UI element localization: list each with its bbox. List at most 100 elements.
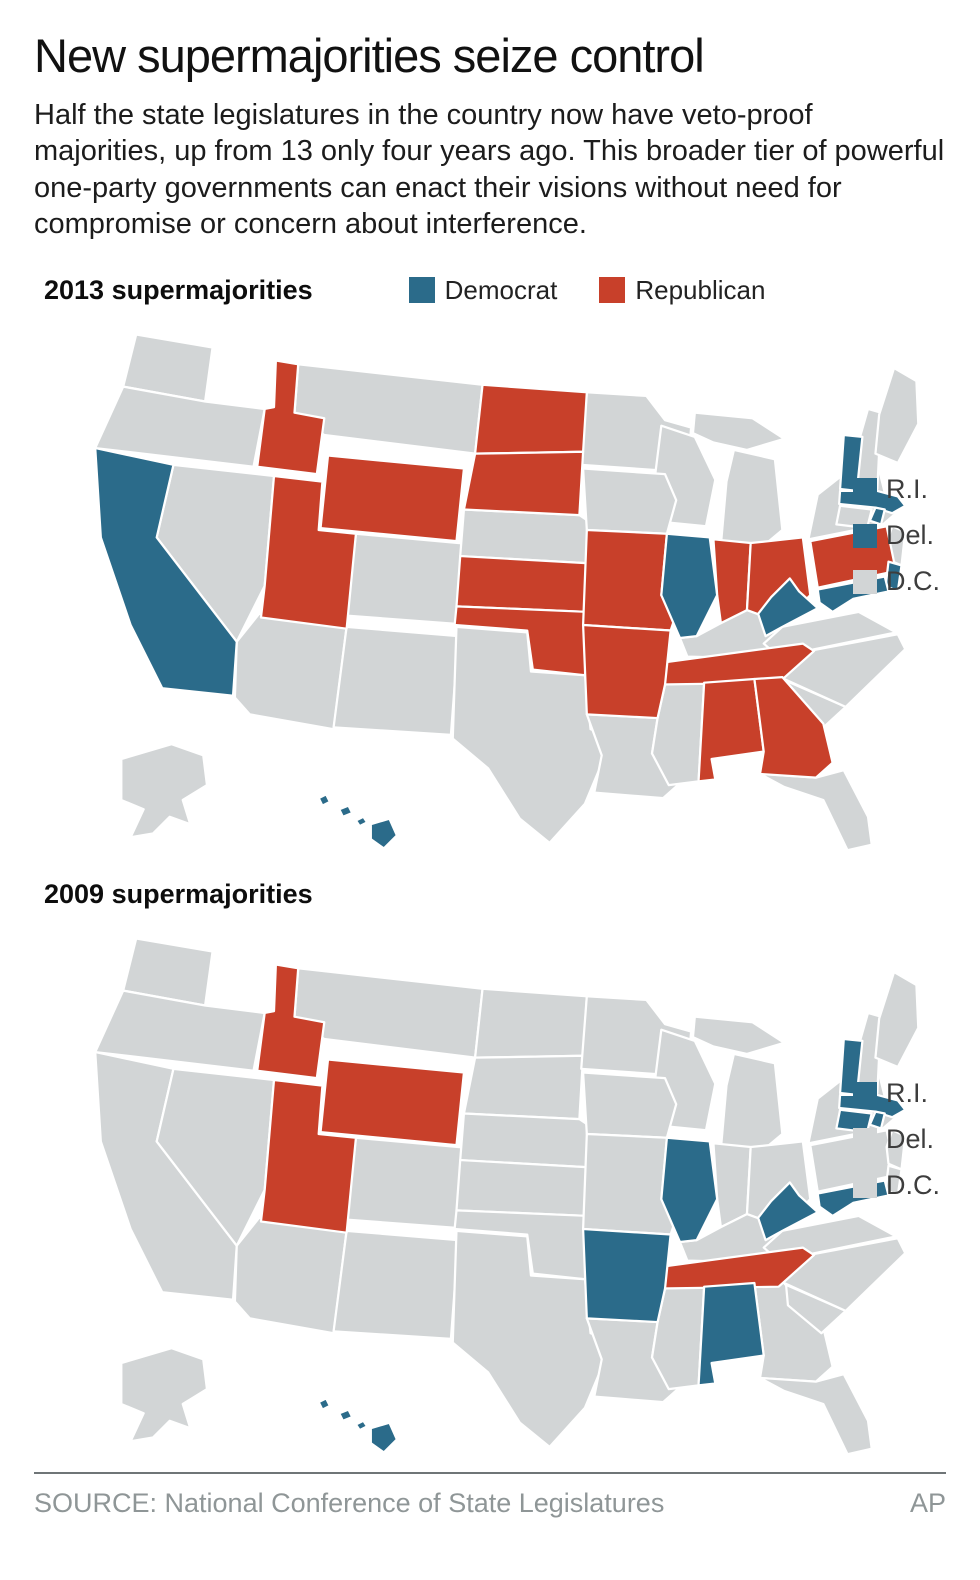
state-AL	[697, 677, 765, 783]
ap-credit: AP	[909, 1488, 946, 1518]
state-DE	[884, 560, 903, 593]
legend-swatch	[853, 1081, 877, 1106]
state-UT	[259, 1078, 358, 1234]
us-map-2009-wrap: R.I. Del. D.C.	[34, 918, 946, 1458]
state-HI	[369, 1421, 399, 1454]
page-title: New supermajorities seize control	[34, 29, 705, 82]
state-NM	[332, 625, 460, 736]
legend-label: Del.	[886, 1124, 935, 1154]
state-MT	[293, 967, 484, 1059]
state-ND	[473, 987, 588, 1059]
state-AZ	[233, 612, 348, 731]
state-AZ	[233, 1216, 348, 1335]
legend-swatch	[853, 1173, 877, 1198]
state-ND	[473, 383, 588, 455]
state-HI	[317, 793, 331, 807]
state-IL	[660, 532, 719, 640]
us-map-2009	[94, 937, 920, 1456]
side-legend-item-dc: D.C.	[853, 566, 940, 597]
legend-label: R.I.	[886, 474, 929, 504]
state-ID	[256, 963, 326, 1080]
party-legend: Democrat Republican	[408, 274, 765, 306]
state-UT	[259, 474, 358, 630]
state-WY	[319, 454, 466, 543]
state-AR	[581, 623, 672, 720]
legend-swatch	[853, 523, 877, 548]
state-NM	[332, 1229, 460, 1340]
legend-label: Del.	[886, 520, 935, 550]
state-WV	[757, 1181, 819, 1242]
state-IN	[712, 538, 752, 625]
legend-label: D.C.	[886, 566, 940, 596]
side-legend-2013: R.I. Del. D.C.	[853, 474, 940, 597]
state-CA	[94, 446, 238, 697]
state-AL	[697, 1281, 765, 1387]
state-RI	[868, 506, 886, 526]
state-MT	[293, 363, 484, 455]
state-IA	[581, 1071, 678, 1139]
us-map-2013-wrap: R.I. Del. D.C.	[34, 314, 946, 854]
state-HI	[354, 815, 369, 828]
state-DE	[884, 1164, 903, 1197]
legend-swatch	[853, 569, 877, 594]
party-legend-item-democrat: Democrat	[408, 274, 558, 306]
map-heading-2009: 2009 supermajorities	[44, 878, 313, 909]
state-HI	[369, 817, 399, 850]
state-KS	[455, 554, 594, 614]
state-AR	[581, 1227, 672, 1324]
side-legend-2009: R.I. Del. D.C.	[853, 1078, 940, 1201]
state-HI	[354, 1419, 369, 1432]
state-OR	[94, 385, 266, 468]
state-SD	[462, 450, 585, 517]
state-HI	[338, 804, 354, 818]
state-MI	[691, 411, 786, 452]
divider	[34, 1472, 946, 1474]
state-IL	[660, 1136, 719, 1244]
state-AK	[120, 1347, 209, 1443]
side-legend-item-del: Del.	[853, 1124, 940, 1155]
state-RI	[868, 1110, 886, 1130]
state-MI	[719, 1052, 784, 1154]
party-legend-item-republican: Republican	[599, 275, 765, 306]
state-ID	[256, 359, 326, 476]
legend-swatch	[853, 477, 877, 502]
state-WV	[757, 577, 819, 638]
legend-label: R.I.	[886, 1078, 929, 1108]
us-map-2013	[94, 333, 920, 852]
side-legend-item-dc: D.C.	[853, 1170, 940, 1201]
legend-label: Republican	[635, 274, 766, 305]
state-MI	[691, 1015, 786, 1056]
legend-label: Democrat	[444, 274, 558, 305]
infographic: New supermajorities seize control Half t…	[34, 29, 946, 1519]
source-label: SOURCE: National Conference of State Leg…	[34, 1488, 665, 1518]
side-legend-item-del: Del.	[853, 520, 940, 551]
state-SD	[462, 1054, 585, 1121]
state-OR	[94, 989, 266, 1072]
state-NE	[459, 508, 598, 565]
map-heading-2013: 2013 supermajorities	[44, 274, 313, 305]
map-section-2013: 2013 supermajorities Democrat Republican …	[34, 268, 946, 854]
state-ME	[874, 970, 920, 1069]
state-HI	[338, 1408, 354, 1422]
state-FL	[758, 769, 873, 852]
state-AK	[120, 743, 209, 839]
side-legend-item-ri: R.I.	[853, 1078, 940, 1109]
state-NE	[459, 1112, 598, 1169]
state-WY	[319, 1058, 466, 1147]
state-NV	[155, 1067, 276, 1247]
state-ME	[874, 366, 920, 465]
state-FL	[758, 1373, 873, 1456]
side-legend-item-ri: R.I.	[853, 474, 940, 505]
state-IA	[581, 467, 678, 535]
legend-swatch	[853, 1127, 877, 1152]
state-MI	[719, 448, 784, 550]
legend-swatch	[408, 277, 435, 303]
state-HI	[317, 1397, 331, 1411]
map-section-2009: 2009 supermajorities R.I. Del. D.C.	[34, 872, 946, 1458]
footer: SOURCE: National Conference of State Leg…	[34, 1472, 946, 1519]
legend-label: D.C.	[886, 1170, 940, 1200]
state-KS	[455, 1158, 594, 1218]
intro-text: Half the state legislatures in the count…	[34, 99, 945, 240]
state-GA	[753, 675, 834, 779]
legend-swatch	[599, 277, 626, 303]
